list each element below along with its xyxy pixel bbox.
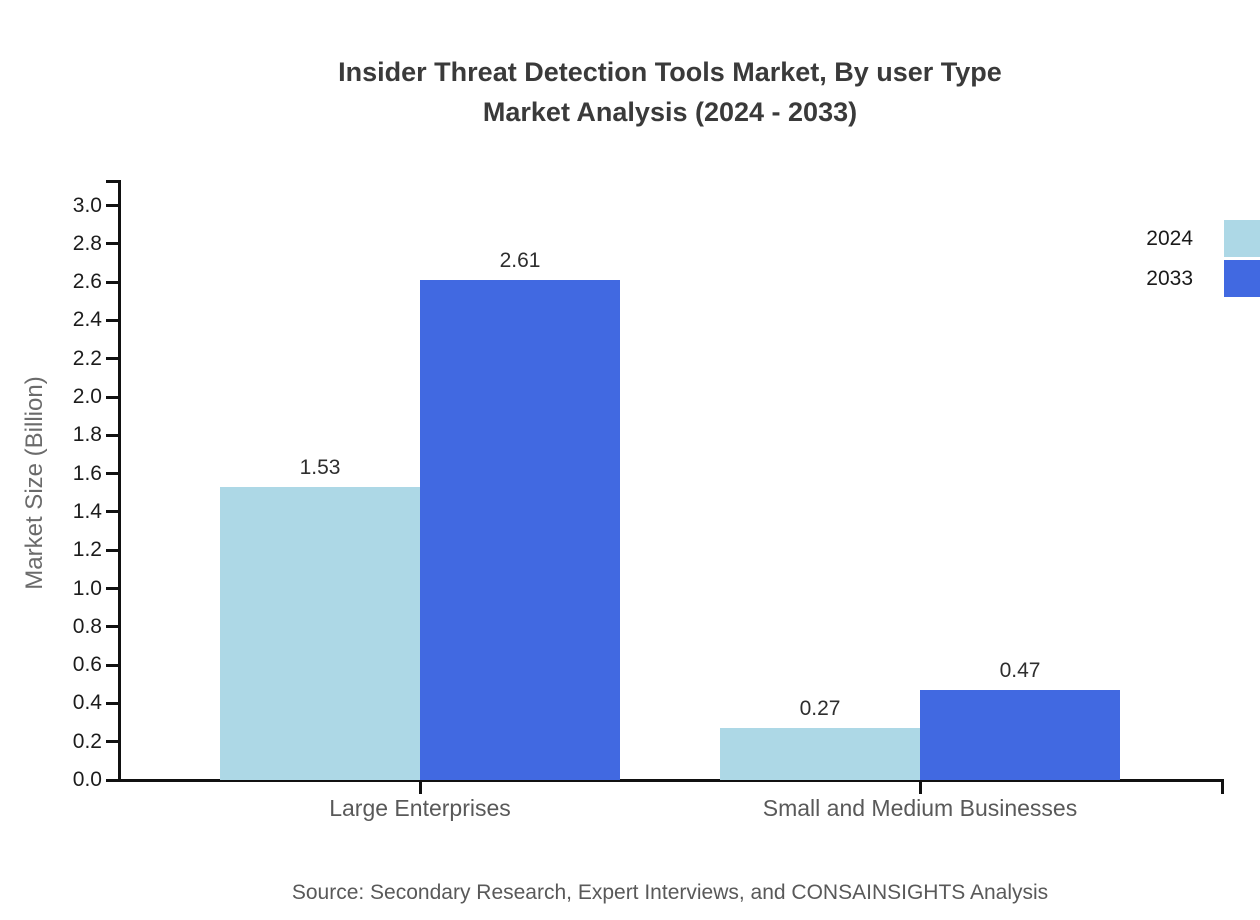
y-tick-label: 0.4	[72, 691, 102, 715]
bar-value-label: 0.47	[999, 658, 1041, 682]
source-attribution: Source: Secondary Research, Expert Inter…	[291, 881, 1049, 904]
chart-title-line-2: Market Analysis (2024 - 2033)	[482, 97, 858, 127]
y-axis-line	[118, 180, 121, 782]
y-tick-mark	[106, 433, 118, 437]
y-tick-mark	[106, 242, 118, 246]
y-axis-end-cap	[106, 180, 118, 183]
x-category-label-large-enterprises: Large Enterprises	[329, 795, 511, 821]
x-tick-mark	[918, 782, 922, 794]
y-tick-mark	[106, 204, 118, 207]
y-tick-mark	[106, 395, 118, 399]
y-tick-label: 2.8	[72, 231, 102, 255]
legend-swatch-2024	[1224, 220, 1260, 257]
y-tick-label: 2.6	[72, 270, 102, 294]
y-tick-mark	[106, 625, 118, 629]
y-tick-mark	[106, 778, 118, 782]
y-tick-mark	[106, 740, 118, 744]
chart-title: Insider Threat Detection Tools Market, B…	[80, 52, 1260, 132]
y-tick-label: 2.0	[72, 385, 102, 408]
bar-value-label: 0.27	[799, 697, 841, 721]
y-tick-mark	[106, 280, 118, 284]
y-tick-label: 1.6	[72, 461, 102, 485]
bar-2024-small-and-medium-businesses	[720, 728, 920, 780]
bar-2024-large-enterprises	[220, 487, 420, 780]
legend-label-2033: 2033	[1146, 267, 1193, 290]
y-tick-mark	[106, 663, 118, 667]
y-tick-label: 1.0	[72, 576, 102, 600]
y-tick-label: 0.2	[72, 729, 102, 753]
x-axis-end-cap	[1221, 782, 1224, 794]
y-tick-label: 1.8	[72, 423, 102, 447]
x-axis-line	[118, 779, 1224, 782]
y-tick-label: 0.8	[72, 614, 102, 638]
y-tick-label: 1.4	[72, 499, 102, 523]
y-tick-mark	[106, 587, 118, 590]
legend-swatch-2033	[1224, 260, 1260, 297]
y-tick-mark	[106, 357, 118, 361]
bar-value-label: 2.61	[499, 249, 541, 273]
x-category-label-smb: Small and Medium Businesses	[762, 795, 1078, 821]
y-tick-label: 0.6	[72, 653, 102, 677]
y-axis-title: Market Size (Billion)	[21, 376, 48, 590]
y-tick-mark	[106, 701, 118, 705]
y-tick-label: 3.0	[72, 193, 102, 217]
x-tick-mark	[418, 782, 422, 794]
y-tick-label: 1.2	[72, 538, 102, 562]
chart-title-line-1: Insider Threat Detection Tools Market, B…	[338, 57, 1002, 87]
y-tick-label: 2.4	[72, 308, 102, 332]
bar-2033-large-enterprises	[420, 280, 620, 780]
legend-label-2024: 2024	[1146, 227, 1193, 250]
y-tick-mark	[106, 548, 118, 552]
y-tick-mark	[106, 510, 118, 514]
bar-value-label: 1.53	[299, 456, 341, 479]
y-tick-mark	[106, 472, 118, 476]
y-tick-label: 2.2	[72, 346, 102, 370]
y-tick-mark	[106, 318, 118, 322]
bar-2033-small-and-medium-businesses	[920, 689, 1120, 780]
y-tick-label: 0.0	[72, 768, 102, 791]
